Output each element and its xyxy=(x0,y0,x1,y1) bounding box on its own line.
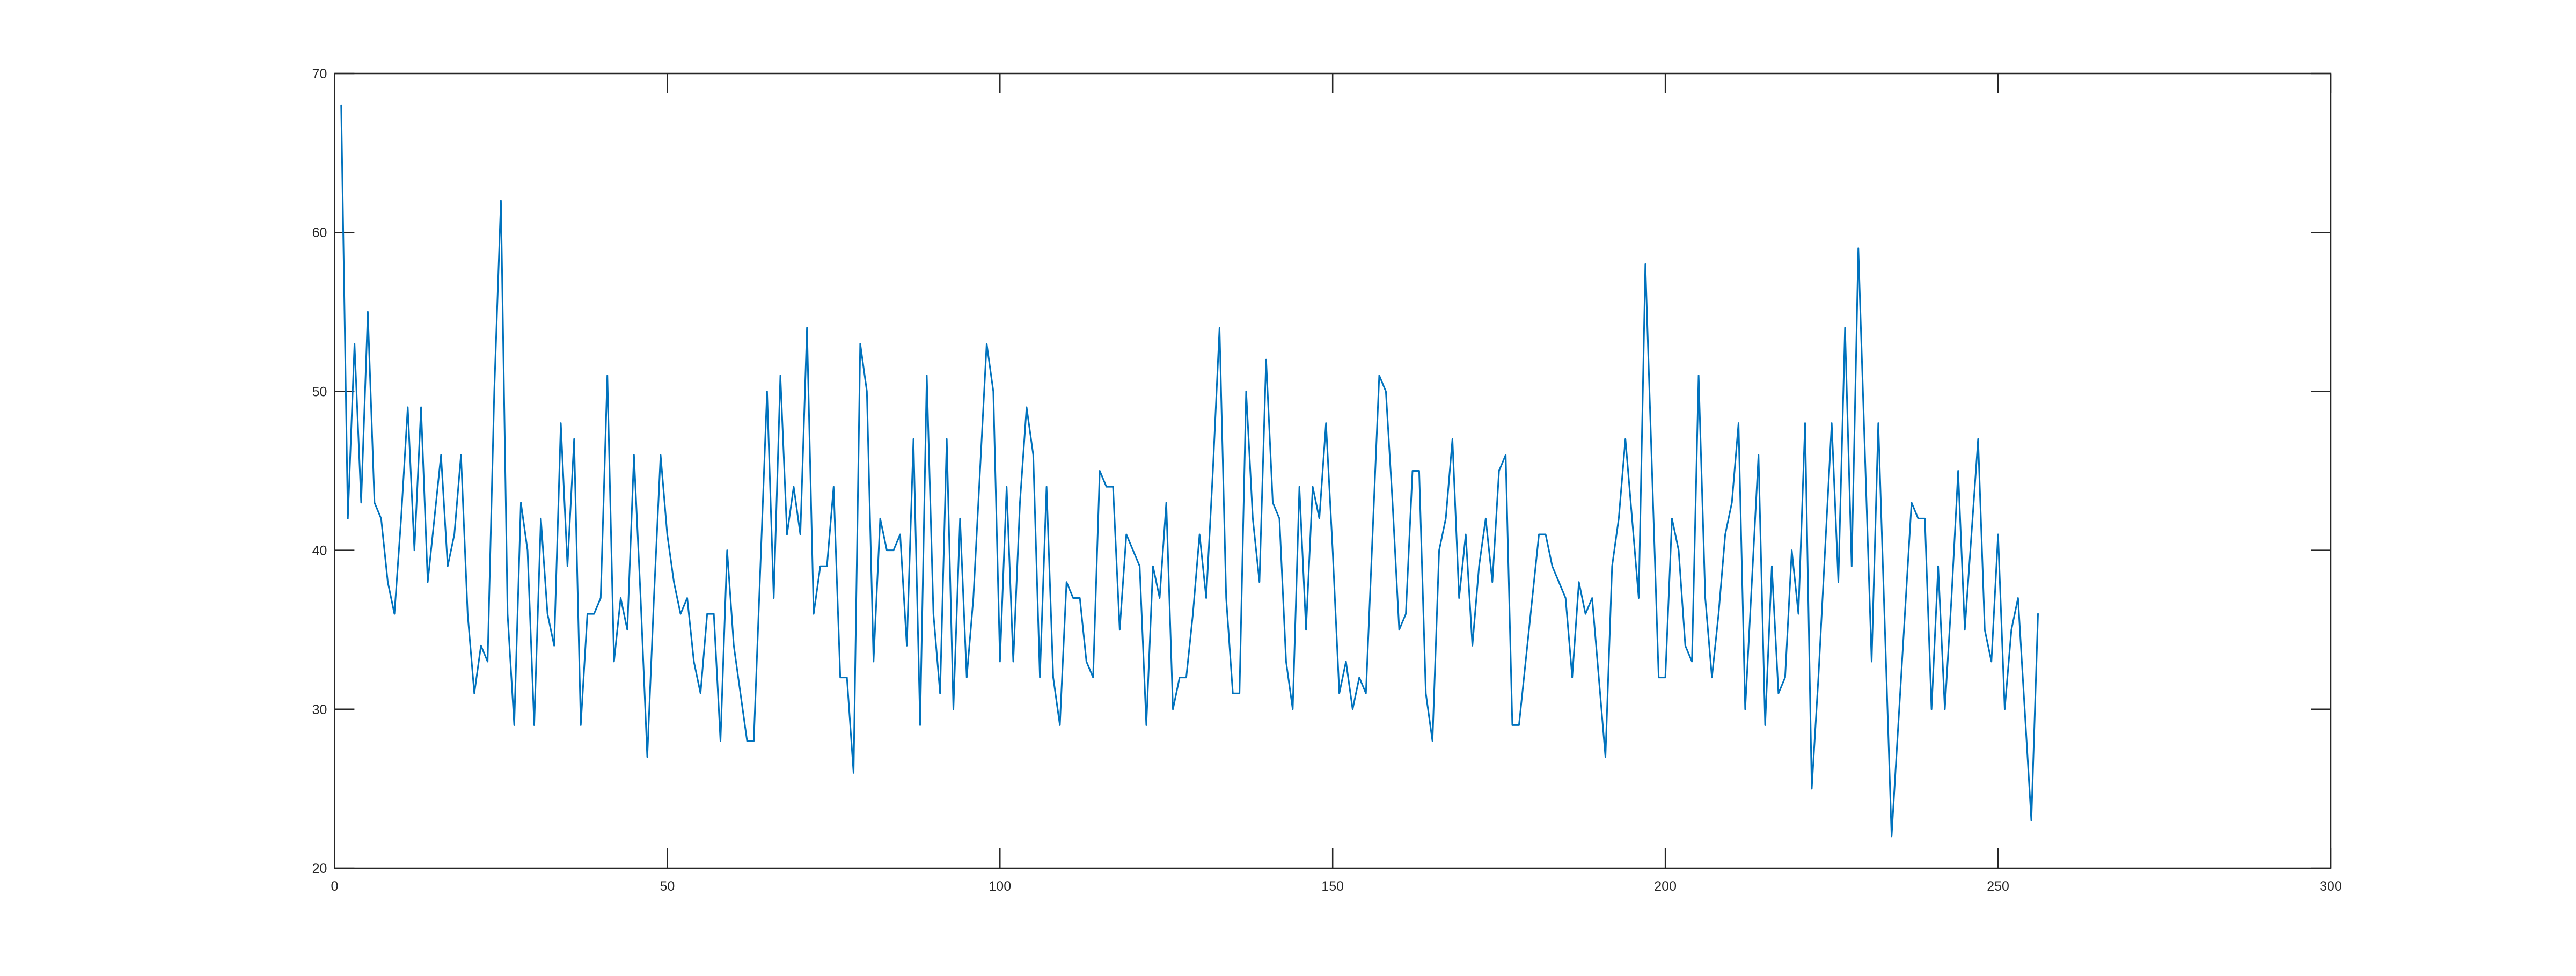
y-tick-label: 60 xyxy=(312,225,327,240)
x-tick-label: 50 xyxy=(660,879,675,894)
y-tick-label: 20 xyxy=(312,861,327,876)
x-tick-label: 200 xyxy=(1654,879,1677,894)
x-tick-label: 250 xyxy=(1987,879,2009,894)
data-series-line xyxy=(340,104,2039,838)
x-tick-label: 150 xyxy=(1321,879,1344,894)
x-tick-label: 100 xyxy=(989,879,1011,894)
x-tick-label: 0 xyxy=(331,879,338,894)
y-tick-label: 30 xyxy=(312,702,327,717)
y-tick-label: 40 xyxy=(312,544,327,559)
x-tick-label: 300 xyxy=(2319,879,2342,894)
y-tick-label: 70 xyxy=(312,67,327,82)
y-tick-label: 50 xyxy=(312,384,327,399)
